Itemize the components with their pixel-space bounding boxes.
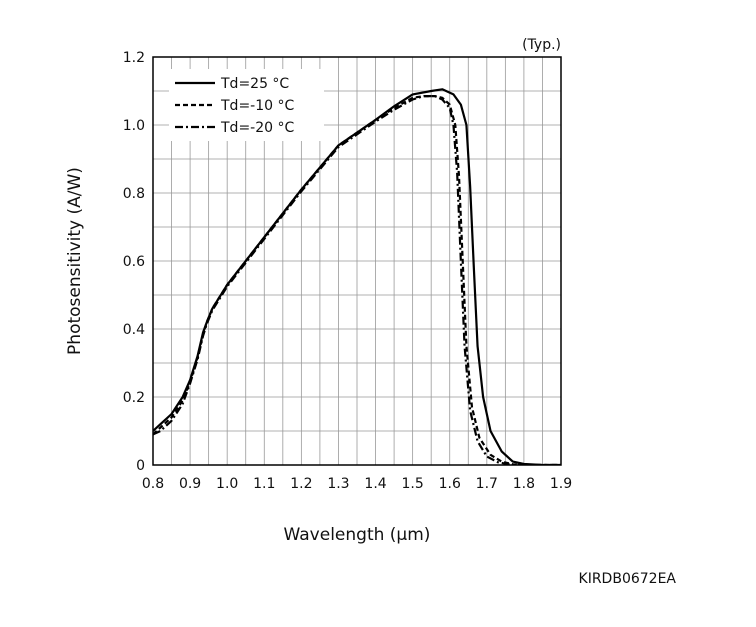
- legend: Td=25 °C Td=-10 °C Td=-20 °C: [169, 69, 324, 141]
- y-axis-ticks: 0 0.2 0.4 0.6 0.8 1.0 1.2: [123, 50, 145, 474]
- legend-label: Td=25 °C: [220, 76, 289, 92]
- x-tick-label: 1.2: [290, 476, 312, 492]
- x-tick-label: 1.5: [402, 476, 424, 492]
- y-tick-label: 1.0: [123, 118, 145, 134]
- y-tick-label: 1.2: [123, 50, 145, 66]
- y-tick-label: 0.2: [123, 390, 145, 406]
- x-tick-label: 0.8: [142, 476, 164, 492]
- x-axis-label: Wavelength (µm): [284, 525, 431, 545]
- y-axis-label: Photosensitivity (A/W): [65, 167, 85, 355]
- legend-label: Td=-10 °C: [220, 98, 294, 114]
- y-tick-label: 0.6: [123, 254, 145, 270]
- y-tick-label: 0: [136, 458, 145, 474]
- y-tick-label: 0.8: [123, 186, 145, 202]
- x-axis-ticks: 0.8 0.9 1.0 1.1 1.2 1.3 1.4 1.5 1.6 1.7 1.8 1.9: [142, 476, 572, 492]
- x-tick-label: 1.7: [476, 476, 498, 492]
- x-tick-label: 1.8: [513, 476, 535, 492]
- series-lines: [153, 88, 561, 465]
- x-tick-label: 1.6: [439, 476, 461, 492]
- x-tick-label: 1.9: [550, 476, 572, 492]
- typical-note: (Typ.): [522, 37, 561, 53]
- x-tick-label: 0.9: [179, 476, 201, 492]
- series-line-dashdot: [153, 95, 561, 465]
- x-tick-label: 1.1: [253, 476, 275, 492]
- x-tick-label: 1.0: [216, 476, 238, 492]
- plot-frame: [152, 56, 562, 466]
- x-tick-label: 1.4: [364, 476, 386, 492]
- legend-label: Td=-20 °C: [220, 120, 294, 136]
- figure-code: KIRDB0672EA: [579, 571, 677, 587]
- x-tick-label: 1.3: [327, 476, 349, 492]
- y-tick-label: 0.4: [123, 322, 145, 338]
